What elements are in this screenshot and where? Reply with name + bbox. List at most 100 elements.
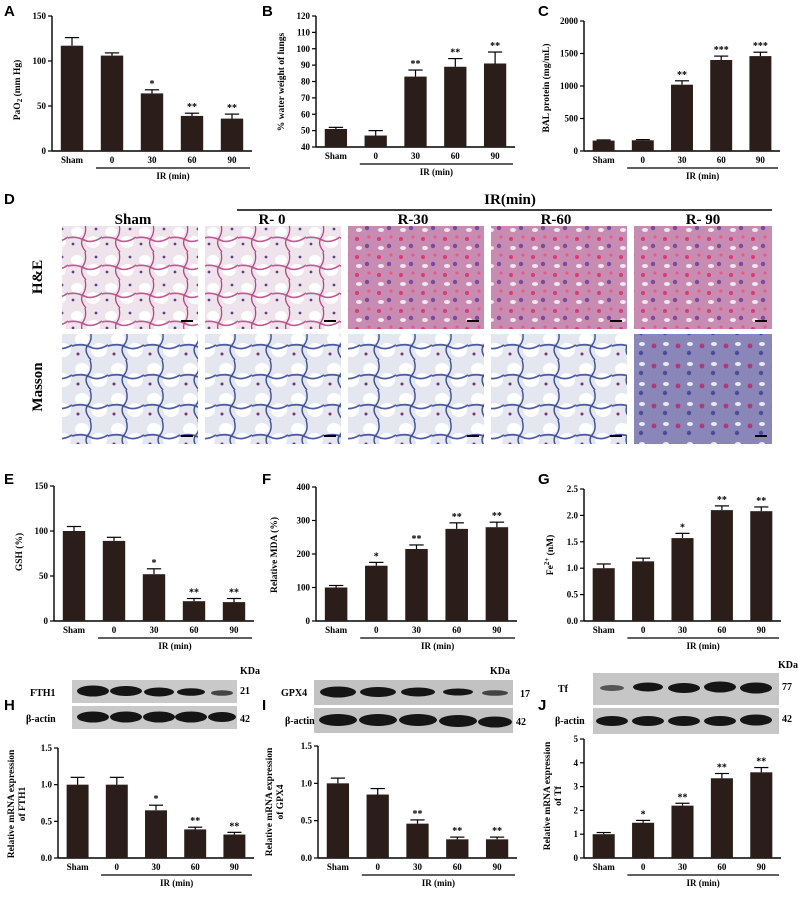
ylabel-h: Relative mRNA expressionof FTH1: [7, 749, 28, 858]
chart-c: 0 500 1000 1500 2000 Sham 0 ** 30 *** 60 *** 90 IR (m…: [560, 16, 780, 181]
category-label-g: 0: [641, 625, 646, 635]
bar-b: [404, 76, 427, 147]
panel-label-g: G: [538, 471, 550, 488]
bar-j: [592, 834, 615, 858]
band-kda-j2: 42: [782, 714, 792, 725]
chart-g: 0.0 0.5 1.0 1.5 2.0 2.5 Sham 0 * 30 ** 60 ** 90 IR (mi…: [567, 484, 781, 651]
x-axis-label-g: IR (min): [687, 641, 720, 651]
y-tick-label-b: 80: [301, 77, 311, 87]
blot-h: KDa FTH1 β-actin 21 42: [26, 666, 260, 729]
y-tick-label-i: 0.0: [301, 853, 313, 863]
y-tick-label-g: 2.0: [567, 510, 579, 520]
significance-j: **: [717, 763, 727, 774]
bar-i: [446, 839, 469, 858]
bar-e: [182, 601, 206, 621]
category-label-i: 90: [493, 862, 503, 872]
ylabel-c: BAL protein (mg/mL): [541, 43, 552, 132]
panel-label-j: J: [538, 697, 546, 714]
x-axis-label-b: IR (min): [420, 167, 453, 177]
category-label-j: 90: [757, 862, 767, 872]
significance-e: **: [229, 588, 239, 599]
y-tick-label-e: 150: [35, 481, 49, 491]
bar-c: [749, 56, 772, 151]
y-tick-label-c: 1000: [560, 81, 579, 91]
bands-i: [319, 686, 512, 728]
histology-panel: IR(min) Sham R- 0 R-30 R-60 R- 90 H&E Ma…: [30, 192, 772, 444]
category-label-b: 90: [491, 151, 501, 161]
bands-h: [77, 685, 236, 723]
bar-c: [631, 140, 654, 151]
bar-g: [632, 561, 655, 621]
category-label-h: 30: [152, 862, 162, 872]
masson-image-r90: [634, 334, 772, 444]
bar-h: [223, 834, 246, 858]
bar-h: [184, 829, 207, 858]
y-tick-label-h: 0.0: [41, 853, 53, 863]
masson-image-r0: [205, 334, 341, 444]
x-axis-label-a: IR (min): [156, 171, 189, 181]
y-tick-label-b: 120: [297, 11, 311, 21]
category-label-j: 0: [641, 862, 646, 872]
bar-b: [364, 135, 387, 147]
y-tick-label-g: 0.0: [567, 616, 579, 626]
significance-i: **: [452, 826, 462, 837]
col-label-r90: R- 90: [686, 212, 721, 228]
y-tick-label-a: 50: [37, 101, 47, 111]
col-label-sham: Sham: [115, 212, 152, 228]
y-tick-label-h: 1.0: [41, 780, 53, 790]
col-label-r0: R- 0: [258, 212, 285, 228]
significance-i: **: [413, 809, 423, 820]
category-label-c: 30: [678, 155, 688, 165]
bar-c: [671, 84, 693, 151]
ylabel-g: Fe2+ (nM): [543, 535, 556, 575]
x-axis-label-i: IR (min): [422, 878, 455, 888]
category-label-g: 30: [678, 625, 688, 635]
band-kda-i2: 42: [516, 717, 526, 728]
bar-e: [222, 602, 246, 621]
bar-e: [142, 574, 166, 621]
panel-label-i: I: [262, 697, 266, 714]
category-label-h: 60: [191, 862, 201, 872]
ylabel-f: Relative MDA (%): [269, 517, 280, 593]
bands-j: [596, 681, 772, 726]
masson-image-sham: [62, 334, 198, 444]
band-kda-i1: 17: [520, 689, 530, 700]
significance-f: *: [374, 551, 379, 562]
chart-f: 0 100 200 300 400 Sham * 0 ** 30 ** 60 ** 90 IR (min): [297, 482, 517, 651]
bar-c: [592, 140, 615, 151]
bar-b: [444, 66, 467, 147]
band-name-h2: β-actin: [26, 714, 56, 725]
chart-i: 0.0 0.5 1.0 1.5 Sham 0 ** 30 ** 60 ** 90 IR (min): [301, 741, 517, 888]
bar-a: [220, 118, 244, 151]
category-label-f: 60: [452, 625, 462, 635]
bar-i: [406, 823, 429, 858]
significance-g: **: [756, 496, 766, 507]
significance-g: *: [680, 522, 685, 533]
significance-i: **: [492, 826, 502, 837]
bar-h: [145, 810, 167, 858]
category-label-f: 90: [492, 625, 502, 635]
category-label-h: Sham: [67, 862, 90, 872]
ylabel-i: Relative mRNA expressionof GPX4: [265, 747, 286, 856]
chart-j: 0 1 2 3 4 5 Sham * 0 ** 30 ** 60 ** 90 IR (min): [574, 734, 781, 888]
band-name-j1: Tf: [558, 684, 569, 695]
significance-a: *: [150, 79, 155, 90]
y-tick-label-b: 100: [297, 44, 311, 54]
category-label-e: 30: [150, 625, 160, 635]
significance-f: **: [452, 512, 462, 523]
category-label-f: 0: [374, 625, 379, 635]
ir-header-text: IR(min): [484, 192, 536, 208]
he-image-r30: [348, 226, 484, 329]
y-tick-label-j: 0: [574, 853, 579, 863]
category-label-e: 90: [230, 625, 240, 635]
category-label-a: Sham: [61, 155, 84, 165]
band-kda-j1: 77: [782, 682, 792, 693]
panel-label-b: B: [262, 3, 273, 20]
significance-f: **: [492, 511, 502, 522]
significance-h: **: [190, 816, 200, 827]
bar-e: [102, 540, 126, 621]
panel-label-e: E: [4, 471, 14, 488]
y-tick-label-g: 0.5: [567, 590, 579, 600]
masson-image-r30: [348, 334, 484, 444]
